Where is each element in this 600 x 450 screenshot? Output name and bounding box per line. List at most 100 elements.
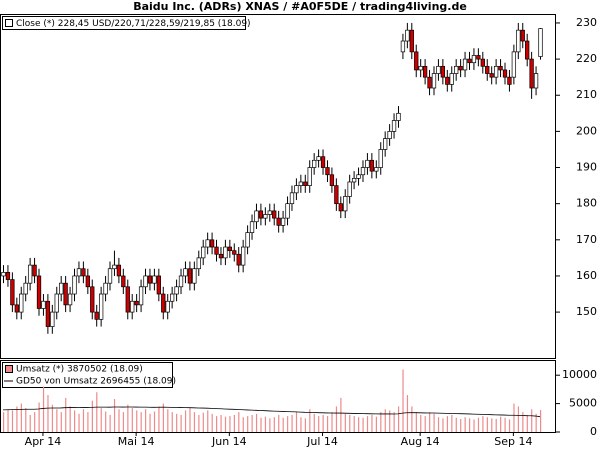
volume-bar [260,417,262,432]
volume-bar [309,409,311,432]
y-tick-label: 0 [590,425,597,438]
candle-body [409,29,414,53]
volume-bar [335,406,338,432]
candle-body [538,28,543,57]
y-tick-label: 190 [576,161,597,174]
candle-body [533,73,539,89]
volume-bar [153,411,156,432]
candle-body [130,300,135,313]
volume-bar [105,411,107,432]
volume-bar [269,418,271,432]
volume-bar [238,412,240,432]
candle-body [272,210,277,219]
candle-body [236,253,241,266]
candle-body [525,40,530,60]
candle-body [232,250,237,255]
x-tick-label: Apr 14 [25,435,62,448]
candle-body [258,210,264,219]
volume-bar [109,414,111,432]
volume-frame [0,360,556,433]
volume-bar [3,412,5,432]
volume-bar [504,417,506,432]
volume-bar [7,409,9,432]
price-frame [0,14,556,359]
candle-body [249,221,255,233]
x-tick-label: Sep 14 [494,435,532,448]
candle-body [378,149,383,168]
y-tick-label: 220 [576,52,597,65]
volume-bar [145,409,147,432]
volume-bar [366,416,369,432]
candle-body [396,112,401,121]
volume-bar [446,416,449,432]
volume-bar [198,414,200,432]
candle-body [10,279,15,306]
volume-bar [375,416,377,432]
volume-bar [242,417,244,432]
volume-bar [291,414,293,432]
candle-body [125,286,130,313]
candle-body [32,264,37,277]
candle-body [405,29,410,42]
candle-body [289,192,295,205]
candle-body [369,159,375,172]
candle-body [436,65,441,74]
volume-bar [251,414,253,432]
candle-body [223,246,228,259]
candle-body [325,167,330,176]
candle-body [449,73,454,85]
volume-bar [397,406,400,432]
volume-bar [522,412,524,432]
volume-bar [353,416,355,432]
candle-body [161,293,166,313]
candle-body [276,217,281,226]
candle-body [54,293,59,313]
candle-body [63,282,68,306]
candle-body [374,167,379,172]
volume-bar [442,418,444,432]
volume-bar [34,412,36,432]
y-tick-label: 200 [576,124,597,137]
candle-body [81,268,86,277]
candle-body [320,156,326,168]
candle-body [169,293,175,302]
volume-bar [282,417,284,432]
volume-bar [531,409,533,432]
volume-bar [477,417,480,432]
volume-bar [47,395,49,432]
candle-body [329,174,335,186]
volume-bar [540,410,542,432]
candle-body [23,282,28,295]
volume-bar [127,404,129,432]
candle-body [116,264,122,277]
volume-bar [500,416,502,432]
volume-bar [180,414,182,432]
candle-body [502,69,508,78]
legend-entry: GD50 von Umsatz 2696455 (18.09) [16,377,176,387]
volume-bar [473,419,475,432]
volume-bar [273,417,275,432]
candle-body [347,181,352,197]
candle-body [462,58,468,71]
candle-body [214,246,219,255]
candle-body [263,214,268,219]
volume-bar [167,409,169,432]
volume-bar [460,418,462,432]
candle-body [312,159,317,168]
volume-bar [287,416,289,432]
candle-body [90,286,95,313]
volume-bar [82,409,85,432]
volume-bar [406,395,409,432]
candle-body [383,138,388,150]
x-tick-label: Aug 14 [401,435,440,448]
volume-bar [216,416,218,432]
candle-body [511,51,517,78]
candle-body [391,120,397,132]
volume-bar [278,414,280,432]
volume-bar [482,416,484,432]
volume-bar [322,414,324,432]
volume-bar [495,418,497,432]
candle-body [480,58,485,67]
volume-bar [233,414,235,432]
